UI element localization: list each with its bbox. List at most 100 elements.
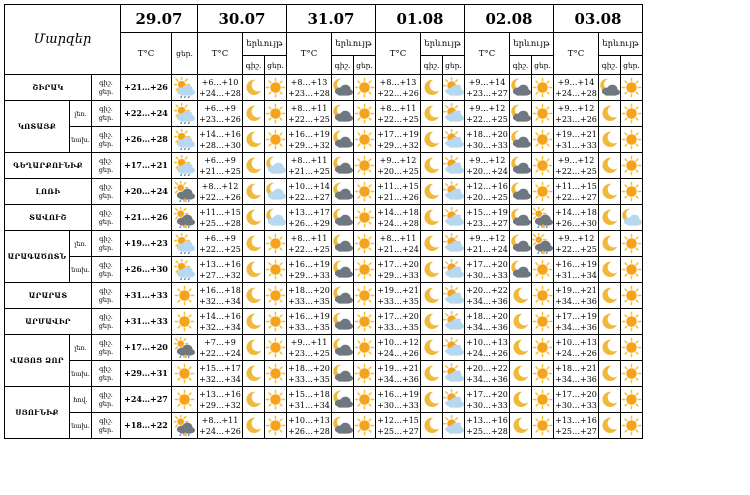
moon-icon (242, 126, 265, 153)
sun-cloud-icon (442, 308, 465, 335)
moon-icon (242, 204, 265, 231)
sun-icon (620, 256, 643, 283)
period-label: գիշ. ցեր. (91, 412, 121, 439)
moon-icon (420, 100, 443, 127)
period-label: գիշ. ցեր. (91, 282, 121, 309)
moon-icon (242, 282, 265, 309)
cloud-icon (264, 178, 287, 205)
temperature-cell: +21…+26 (120, 204, 172, 231)
table-row: ԳԵՂԱՐՔՈՒՆԻՔ գիշ. ցեր. +17…+21 +6…+9 +21…+25 +8… (4, 152, 643, 179)
moon-icon (509, 282, 532, 309)
sun-cloud-icon (442, 230, 465, 257)
temperature-cell: +15…+17 +32…+34 (197, 360, 243, 387)
temperature-cell: +17…+19 +29…+32 (375, 126, 421, 153)
cloud-sun-icon (171, 126, 198, 153)
temperature-cell: +29…+31 (120, 360, 172, 387)
temperature-cell: +9…+12 +23…+26 (553, 100, 599, 127)
moon-icon (509, 386, 532, 413)
moon-icon (420, 412, 443, 439)
period-label: գիշ. ցեր. (91, 256, 121, 283)
moon-cloud-icon (331, 230, 354, 257)
sun-icon (353, 360, 376, 387)
moon-icon (420, 178, 443, 205)
moon-icon (598, 178, 621, 205)
moon-icon (420, 334, 443, 361)
temperature-cell: +18…+20 +34…+36 (464, 308, 510, 335)
temp-header: T°C (120, 32, 172, 75)
period-label: գիշ. ցեր. (91, 204, 121, 231)
sun-icon (531, 178, 554, 205)
night-header: գիշ. (420, 55, 443, 75)
phenomenon-header: երևույթ (598, 32, 643, 56)
cloud-rain-icon (171, 412, 198, 439)
moon-icon (598, 126, 621, 153)
date-header: 29.07 (120, 4, 198, 33)
temperature-cell: +17…+19 +34…+36 (553, 308, 599, 335)
table-row: նախ. գիշ. ցեր. +26…+30 +13…+16 +27…+32 +16…+19… (5, 256, 643, 283)
forecast-table-wrap: Մարզեր 29.07 30.07 31.07 01.08 02.08 03.08 T°C ց… (4, 4, 643, 439)
sun-icon (353, 386, 376, 413)
temperature-cell: +10…+12 +24…+26 (375, 334, 421, 361)
date-header: 03.08 (553, 4, 643, 33)
phenomenon-header: երևույթ (242, 32, 287, 56)
sun-icon (620, 334, 643, 361)
sun-icon (620, 100, 643, 127)
period-label: գիշ. ցեր. (91, 152, 121, 179)
temp-header: T°C (197, 32, 243, 75)
table-row: ԿՈՏԱՅՔ լեռ. գիշ. ցեր. +22…+24 +6…+9 +23…+26 +8…… (4, 100, 643, 153)
header-row-dates: Մարզեր 29.07 30.07 31.07 01.08 02.08 03.08 (4, 4, 643, 75)
temperature-cell: +18…+20 +33…+35 (286, 282, 332, 309)
moon-cloud-icon (331, 386, 354, 413)
sun-icon (171, 308, 198, 335)
temperature-cell: +8…+13 +23…+28 (286, 74, 332, 101)
day-header: ցեր. (442, 55, 465, 75)
sun-icon (531, 126, 554, 153)
sun-icon (531, 282, 554, 309)
sun-icon (353, 308, 376, 335)
moon-icon (598, 360, 621, 387)
temperature-cell: +18…+20 +30…+33 (464, 126, 510, 153)
moon-icon (509, 360, 532, 387)
moon-cloud-icon (509, 126, 532, 153)
temperature-cell: +17…+21 (120, 152, 172, 179)
region-name: ԱՐԱԳԱԾՈՏՆ (4, 230, 70, 283)
sun-cloud-icon (442, 412, 465, 439)
moon-cloud-icon (509, 152, 532, 179)
sun-cloud-icon (442, 360, 465, 387)
day-header: ցեր. (353, 55, 376, 75)
date-header: 01.08 (375, 4, 465, 33)
sun-icon (353, 126, 376, 153)
sun-icon (264, 100, 287, 127)
temperature-cell: +16…+19 +30…+33 (375, 386, 421, 413)
sun-cloud-icon (442, 386, 465, 413)
temperature-cell: +17…+20 (120, 334, 172, 361)
phenomenon-header: երևույթ (331, 32, 376, 56)
sun-icon (264, 282, 287, 309)
temperature-cell: +24…+27 (120, 386, 172, 413)
region-name: ՎԱՅՈՑ ՁՈՐ (4, 334, 70, 387)
moon-cloud-icon (509, 178, 532, 205)
sun-icon (531, 152, 554, 179)
temperature-cell: +26…+28 (120, 126, 172, 153)
sun-icon (620, 386, 643, 413)
moon-icon (420, 360, 443, 387)
sun-icon (531, 386, 554, 413)
temperature-cell: +8…+12 +22…+26 (197, 178, 243, 205)
night-header: գիշ. (331, 55, 354, 75)
period-label: գիշ. ցեր. (91, 74, 121, 101)
period-label: գիշ. ցեր. (91, 386, 121, 413)
subregion-label: նախ. (69, 360, 92, 387)
sun-icon (620, 126, 643, 153)
sun-cloud-icon (442, 204, 465, 231)
temperature-cell: +9…+14 +24…+28 (553, 74, 599, 101)
temperature-cell: +31…+33 (120, 282, 172, 309)
moon-cloud-icon (331, 152, 354, 179)
sun-icon (353, 74, 376, 101)
sun-cloud-icon (442, 126, 465, 153)
phenomenon-header: երևույթ (509, 32, 554, 56)
moon-cloud-icon (331, 256, 354, 283)
moon-icon (509, 412, 532, 439)
region-name: ՏԱՎՈՒՇ (4, 204, 92, 231)
cloud-sun-icon (171, 256, 198, 283)
temperature-cell: +19…+23 (120, 230, 172, 257)
